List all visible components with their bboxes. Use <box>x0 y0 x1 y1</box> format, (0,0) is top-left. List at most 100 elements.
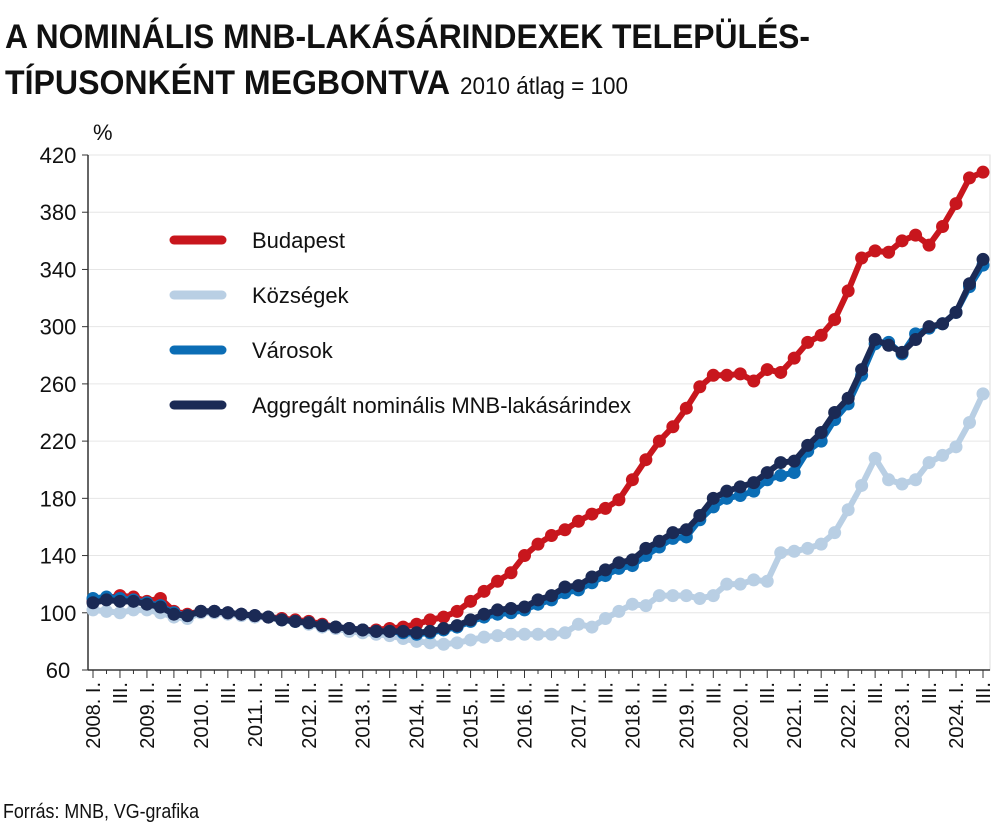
chart-title: TÍPUSONKÉNT MEGBONTVA <box>5 64 450 102</box>
x-tick-label: III. <box>218 682 240 704</box>
data-point <box>598 612 612 625</box>
data-point <box>963 416 977 430</box>
data-point <box>733 577 747 591</box>
y-unit: % <box>93 120 113 145</box>
data-point <box>491 629 505 643</box>
data-point <box>895 234 909 248</box>
data-point <box>666 589 680 603</box>
data-point <box>639 453 653 467</box>
data-point <box>302 616 316 630</box>
data-point <box>504 601 518 615</box>
data-point <box>531 593 545 607</box>
x-tick-label: 2022. I. <box>838 682 860 749</box>
data-point <box>571 617 585 631</box>
legend-label: Budapest <box>252 228 345 253</box>
data-point <box>585 570 599 584</box>
data-point <box>855 251 869 265</box>
x-tick-label: 2017. I. <box>568 682 590 749</box>
data-point <box>963 171 977 185</box>
data-point <box>585 507 599 521</box>
data-point <box>558 523 572 537</box>
x-tick-label: 2019. I. <box>676 682 698 749</box>
y-tick-label: 100 <box>40 601 77 626</box>
data-point <box>571 514 585 528</box>
data-point <box>477 584 491 598</box>
x-tick-label: III. <box>919 682 941 704</box>
data-point <box>113 606 127 620</box>
data-point <box>437 610 451 624</box>
x-tick-label: III. <box>164 682 186 704</box>
data-point <box>450 619 464 633</box>
data-point <box>976 252 990 266</box>
data-point <box>598 501 612 515</box>
x-tick-label: III. <box>110 682 132 704</box>
data-point <box>774 456 788 470</box>
data-point <box>464 594 478 608</box>
data-point <box>949 305 963 319</box>
data-point <box>922 456 936 470</box>
data-point <box>949 197 963 211</box>
data-point <box>882 245 896 259</box>
x-tick-label: III. <box>649 682 671 704</box>
data-point <box>531 537 545 551</box>
x-tick-label: 2021. I. <box>784 682 806 749</box>
data-point <box>126 594 140 608</box>
data-point <box>477 630 491 644</box>
x-tick-label: III. <box>326 682 348 704</box>
data-point <box>504 627 518 641</box>
data-point <box>99 604 113 618</box>
x-tick-label: III. <box>272 682 294 704</box>
x-tick-label: III. <box>973 682 995 704</box>
data-point <box>693 380 707 394</box>
data-point <box>531 627 545 641</box>
y-tick-label: 420 <box>40 143 77 168</box>
data-point <box>976 165 990 179</box>
data-point <box>787 351 801 365</box>
data-point <box>733 367 747 381</box>
y-tick-label: 180 <box>40 486 77 511</box>
data-point <box>760 363 774 377</box>
data-point <box>113 594 127 608</box>
data-point <box>491 603 505 617</box>
x-tick-label: III. <box>703 682 725 704</box>
data-point <box>153 600 167 614</box>
data-point <box>248 609 262 623</box>
data-point <box>464 613 478 627</box>
data-point <box>639 541 653 555</box>
data-point <box>477 607 491 621</box>
data-point <box>612 604 626 618</box>
x-tick-label: III. <box>595 682 617 704</box>
data-point <box>464 633 478 647</box>
data-point <box>801 541 815 555</box>
data-point <box>369 624 383 638</box>
data-point <box>787 466 801 480</box>
data-point <box>140 597 154 611</box>
data-point <box>180 609 194 623</box>
data-point <box>693 591 707 605</box>
data-point <box>86 596 100 610</box>
data-point <box>625 473 639 487</box>
x-tick-label: III. <box>434 682 456 704</box>
data-point <box>491 574 505 588</box>
data-point <box>625 597 639 611</box>
data-point <box>450 636 464 650</box>
data-point <box>639 599 653 613</box>
data-point <box>423 613 437 627</box>
data-point <box>706 589 720 603</box>
data-point <box>841 391 855 405</box>
data-point <box>760 574 774 588</box>
data-point <box>868 333 882 347</box>
legend-label: Városok <box>252 338 334 363</box>
data-point <box>841 284 855 298</box>
data-point <box>99 593 113 607</box>
data-point <box>936 317 950 331</box>
data-point <box>706 368 720 382</box>
data-point <box>221 606 235 620</box>
source: Forrás: MNB, VG-grafika <box>3 801 200 823</box>
x-tick-label: III. <box>541 682 563 704</box>
data-point <box>666 420 680 434</box>
data-point <box>733 480 747 494</box>
x-tick-label: 2020. I. <box>730 682 752 749</box>
y-tick-label: 380 <box>40 200 77 225</box>
